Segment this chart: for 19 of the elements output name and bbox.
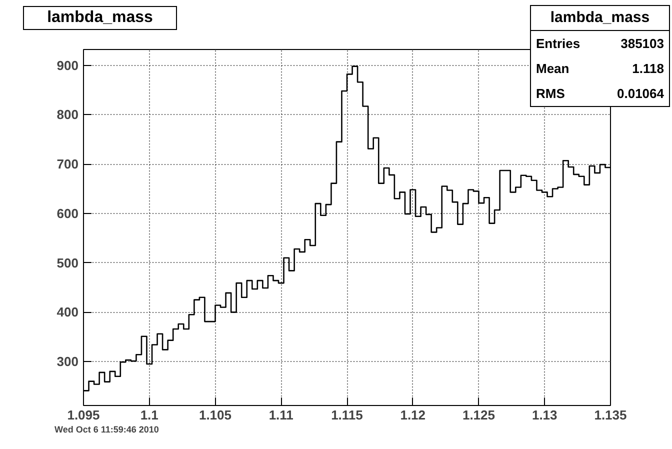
y-tick-label: 700 xyxy=(56,156,79,172)
y-tick-label: 600 xyxy=(56,206,79,221)
x-tick-label: 1.13 xyxy=(532,408,558,422)
y-tick-label: 500 xyxy=(56,255,79,270)
x-tick-label: 1.125 xyxy=(462,408,496,422)
title: lambda_mass xyxy=(23,6,177,30)
x-tick-label: 1.095 xyxy=(67,408,100,422)
y-tick-label: 400 xyxy=(56,304,79,320)
x-tick-label: 1.115 xyxy=(331,408,363,422)
y-tick-label: 800 xyxy=(56,107,79,122)
y-tick-label: 300 xyxy=(56,354,79,370)
x-tick-label: 1.11 xyxy=(268,408,294,422)
x-tick-label: 1.12 xyxy=(400,408,426,422)
x-tick-label: 1.1 xyxy=(140,408,158,422)
x-tick-label: 1.105 xyxy=(198,408,232,422)
stats: lambda_mass Entries 385103 Mean 1.118 RMS 0.01064 xyxy=(530,5,670,107)
text: Wed Oct 6 11:59:46 2010 xyxy=(54,424,159,434)
x-tick-label: 1.135 xyxy=(594,408,627,422)
y-tick-label: 900 xyxy=(56,58,79,73)
